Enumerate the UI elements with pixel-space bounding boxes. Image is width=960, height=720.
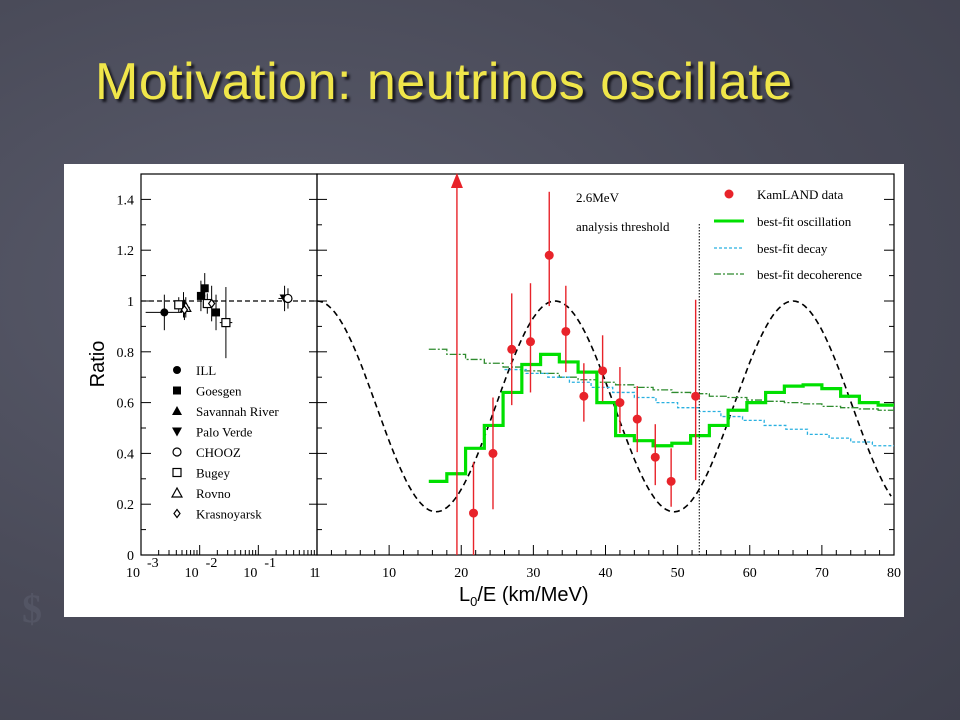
- legend-marker-kamland: [724, 189, 734, 199]
- x-tick-label: 10: [185, 566, 199, 581]
- y-tick-label: 0: [127, 549, 134, 564]
- kamland-data-point: [579, 391, 589, 401]
- data-point-goesgen: [200, 284, 209, 293]
- x-tick-label: 40: [599, 566, 613, 581]
- kamland-data-point: [525, 337, 535, 347]
- legend-marker: [173, 386, 181, 395]
- data-point-goesgen: [212, 308, 221, 317]
- kamland-data-point: [469, 508, 479, 518]
- data-point-krasnoyarsk: [207, 298, 216, 309]
- legend-label: Rovno: [196, 486, 231, 501]
- kamland-data-point: [615, 398, 625, 408]
- legend-label: best-fit decoherence: [757, 267, 862, 282]
- x-tick-label: 30: [526, 566, 540, 581]
- legend-marker: [172, 467, 182, 478]
- legend-label: best-fit oscillation: [757, 214, 852, 229]
- legend-label: ILL: [196, 363, 216, 378]
- x-tick-exponent: -1: [264, 556, 276, 571]
- kamland-data-point: [507, 344, 517, 354]
- legend-marker: [172, 427, 182, 437]
- y-axis-title: Ratio: [87, 341, 109, 388]
- kamland-data-point: [544, 250, 554, 260]
- figure-panel: 0 0.2 0.4 0.6 0.8 1 1.2 1.4 Ratio 10 -3 10 -2 10 -1 1 1 1…: [64, 164, 904, 617]
- legend-label: CHOOZ: [196, 445, 241, 460]
- data-point-bugey: [221, 317, 231, 328]
- x-tick-label: 50: [671, 566, 685, 581]
- legend-marker: [172, 447, 182, 457]
- kamland-data-point: [561, 326, 571, 336]
- legend-label: Savannah River: [196, 404, 279, 419]
- decoherence-histogram: [428, 348, 894, 411]
- slide-title: Motivation: neutrinos oscillate: [95, 53, 793, 111]
- x-tick-label: 70: [815, 566, 829, 581]
- decay-histogram: [504, 368, 894, 447]
- threshold-energy-label: 2.6MeV: [576, 190, 620, 205]
- x-tick-label: 10: [382, 566, 396, 581]
- legend-label: Krasnoyarsk: [196, 507, 262, 522]
- kamland-data-point: [666, 476, 676, 486]
- x-tick-label: 10: [126, 566, 140, 581]
- x-tick-label: 20: [454, 566, 468, 581]
- data-point-krasnoyarsk: [180, 304, 189, 315]
- kamland-data-point: [632, 414, 642, 424]
- oscillation-expectation-curve: [316, 300, 892, 513]
- oscillation-histogram: [428, 352, 894, 483]
- legend-label: Goesgen: [196, 384, 242, 399]
- x-tick-exponent: -3: [147, 556, 159, 571]
- x-tick-label: 60: [743, 566, 757, 581]
- x-tick-label: 80: [887, 566, 901, 581]
- legend-marker: [173, 366, 181, 374]
- x-tick-exponent: -2: [206, 556, 218, 571]
- data-point-goesgen: [196, 291, 205, 300]
- legend-label: Palo Verde: [196, 425, 253, 440]
- x-tick-label: 1: [310, 566, 317, 581]
- x-tick-label: 10: [243, 566, 257, 581]
- offscale-arrow-icon: [450, 173, 463, 188]
- y-tick-label: 0.4: [117, 447, 135, 462]
- background-decoration-icon: $: [22, 586, 42, 631]
- x-tick-label: 1: [314, 566, 321, 581]
- legend-marker: [173, 508, 181, 519]
- kamland-data-point: [691, 391, 701, 401]
- y-tick-label: 0.6: [117, 397, 135, 412]
- legend-label: KamLAND data: [757, 187, 844, 202]
- data-point-bugey: [174, 300, 184, 310]
- kamland-data-point: [650, 452, 660, 462]
- legend-label: Bugey: [196, 466, 230, 481]
- legend-marker: [172, 406, 182, 415]
- threshold-caption-label: analysis threshold: [576, 219, 670, 234]
- y-tick-label: 1: [127, 295, 134, 310]
- y-tick-label: 0.2: [117, 498, 135, 513]
- data-point-ill: [160, 308, 169, 317]
- legend-marker: [170, 486, 184, 498]
- x-axis-title: L0/E (km/MeV): [459, 584, 588, 609]
- kamland-data-point: [488, 448, 498, 458]
- kamland-data-point: [598, 366, 608, 376]
- y-tick-label: 1.4: [117, 193, 135, 208]
- data-point-chooz: [283, 293, 293, 304]
- y-tick-label: 1.2: [117, 244, 135, 259]
- y-tick-label: 0.8: [117, 346, 135, 361]
- legend-label: best-fit decay: [757, 241, 828, 256]
